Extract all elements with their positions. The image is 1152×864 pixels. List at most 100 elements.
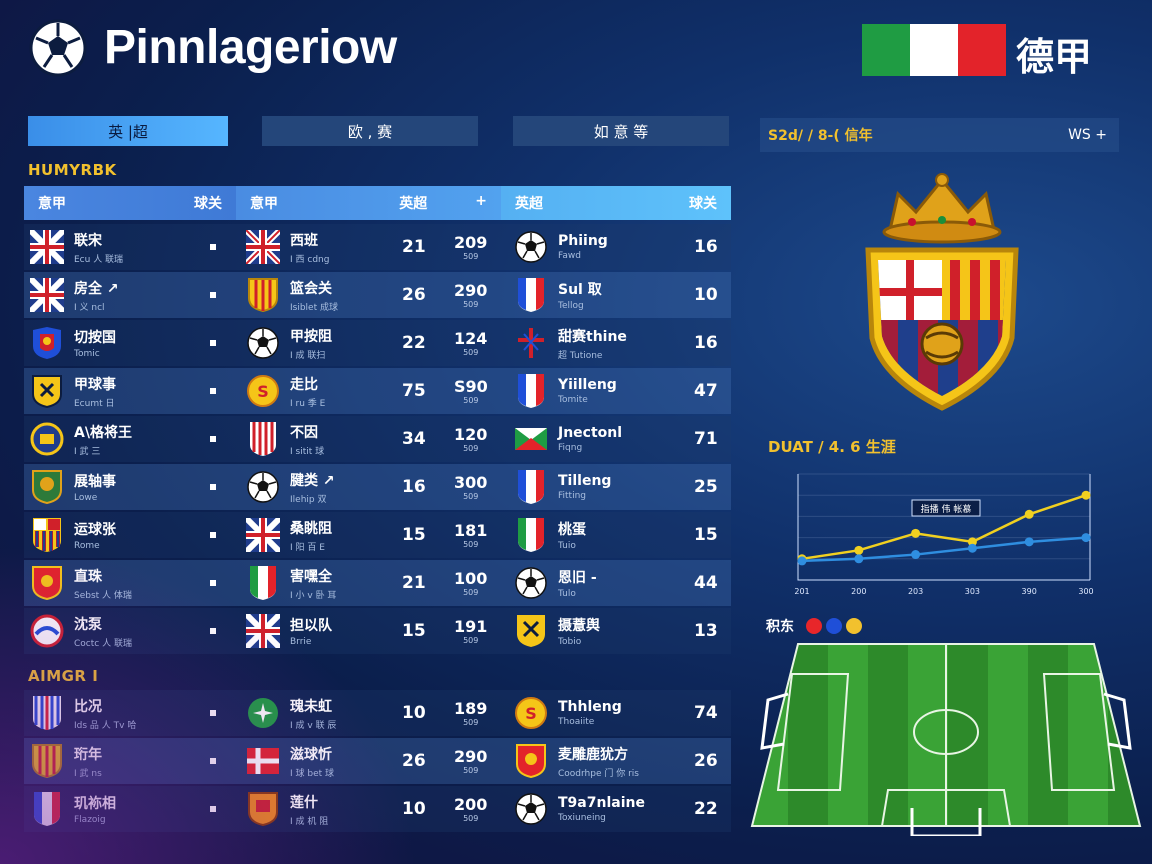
table-row[interactable]: 运球张 Rome 桑眺阻 I 阳 百 E 15 181 509 桃蛋 Tuio 15 — [24, 512, 731, 558]
svg-text:S: S — [525, 704, 537, 723]
team-name[interactable]: 切按国 — [74, 330, 116, 346]
score-value: 21 — [402, 237, 426, 257]
team-sub: I 成 v 联 辰 — [290, 720, 337, 731]
team-name[interactable]: 不因 — [290, 424, 318, 441]
team-name[interactable]: 甲按阻 — [290, 328, 332, 345]
team-name[interactable]: Jnectonl — [558, 425, 623, 441]
stat-sub: 509 — [463, 814, 479, 823]
table-row[interactable]: 展轴事 Lowe 腱类 ↗ Ilehip 双 16 300 509 Tilleng Fittin… — [24, 464, 731, 510]
table-row[interactable]: 联宋 Ecu 人 联瑞 西班 I 西 cdng 21 209 509 Phiing Fawd 16 — [24, 224, 731, 270]
tab-3[interactable]: 如 意 等 — [513, 116, 729, 146]
team-name[interactable]: 麦雕鹿犹方 — [558, 746, 628, 763]
row-marker — [210, 292, 216, 298]
team-name[interactable]: 比况 — [74, 698, 102, 715]
team-name[interactable]: Thhleng — [558, 699, 622, 715]
th-add-icon[interactable]: + — [475, 193, 487, 209]
score-value: 71 — [694, 429, 718, 449]
team-sub: Sebst 人 体瑞 — [74, 590, 132, 601]
table-row[interactable]: 玑袮相 Flazoig 莲什 I 成 机 阻 10 200 509 T9a7nlaine Tox… — [24, 786, 731, 832]
stat-sub: 509 — [463, 766, 479, 775]
team-name[interactable]: Sul 取 — [558, 282, 602, 298]
x-tick-label: 390 — [1022, 587, 1037, 596]
team-name[interactable]: 展轴事 — [74, 474, 116, 490]
table-row[interactable]: 沈泵 Coctc 人 联瑞 担以队 Brrie 15 191 509 摄薏舆 Tobio 13 — [24, 608, 731, 654]
series-point[interactable] — [1024, 537, 1034, 547]
table-row[interactable]: 甲球事 Ecumt 日 S 走比 I ru 季 E 75 S90 509 Yiilleng Tom… — [24, 368, 731, 414]
team-name[interactable]: Tilleng — [558, 473, 612, 489]
team-name[interactable]: 甲球事 — [74, 376, 116, 393]
x-tick-label: 203 — [908, 587, 923, 596]
team-name[interactable]: T9a7nlaine — [558, 795, 645, 811]
series-point[interactable] — [1024, 509, 1034, 519]
table-row[interactable]: A\格将王 I 武 三 不因 I sitit 球 34 120 509 Jnectonl Fiq… — [24, 416, 731, 462]
team-name[interactable]: 莲什 — [290, 794, 318, 811]
team-name[interactable]: 瑰未虹 — [290, 698, 332, 715]
series-point[interactable] — [911, 550, 921, 560]
team-name[interactable]: Phiing — [558, 233, 608, 249]
score-value: 26 — [402, 751, 426, 771]
right-panel-action[interactable]: WS + — [1068, 127, 1107, 143]
stat-value: 290 — [454, 281, 488, 300]
score-value: 75 — [402, 381, 426, 401]
row-marker — [210, 580, 216, 586]
score-value: 34 — [402, 429, 426, 449]
table-row[interactable]: 房全 ↗ I 义 ncl 篮会关 Isiblet 成球 26 290 509 Sul 取 Tel… — [24, 272, 731, 318]
team-name[interactable]: 恩旧 - — [558, 570, 597, 586]
stat-value: 200 — [454, 795, 488, 814]
table-row[interactable]: 比况 Ids 品 人 Tv 哈 瑰未虹 I 成 v 联 辰 10 189 509 S Thhle… — [24, 690, 731, 736]
stat-cell: 120 509 — [454, 416, 487, 462]
team-name[interactable]: 腱类 ↗ — [290, 472, 335, 489]
th-c-right[interactable]: 球关 — [689, 196, 717, 212]
team-name[interactable]: 甜赛thine — [558, 328, 627, 345]
team-crest-icon — [246, 696, 280, 730]
th-c-left[interactable]: 英超 — [515, 196, 543, 212]
th-a-right[interactable]: 球关 — [194, 196, 222, 212]
right-panel-bar[interactable]: S2d/ / 8-( 信年 WS + — [760, 118, 1119, 152]
tab-2[interactable]: 欧 , 赛 — [262, 116, 478, 146]
team-name[interactable]: 运球张 — [74, 522, 116, 538]
team-name[interactable]: 房全 ↗ — [74, 280, 119, 297]
section-label-top: HUMYRBK — [28, 161, 117, 179]
stat-cell: 189 509 — [454, 690, 487, 736]
team-name[interactable]: 担以队 — [290, 618, 332, 634]
series-point[interactable] — [967, 543, 977, 553]
series-point[interactable] — [911, 528, 921, 538]
team-name[interactable]: 桃蛋 — [558, 522, 586, 538]
team-sub: Lowe — [74, 493, 98, 503]
team-name[interactable]: 沈泵 — [74, 616, 102, 633]
team-name[interactable]: 珩年 — [74, 746, 102, 763]
stat-sub: 509 — [463, 300, 479, 309]
team-sub: Tomite — [558, 395, 588, 405]
stat-cell: 300 509 — [454, 464, 487, 510]
team-name[interactable]: 桑眺阻 — [290, 520, 332, 537]
series-point[interactable] — [854, 554, 864, 564]
th-b-right[interactable]: 英超 — [399, 196, 428, 212]
th-b-left[interactable]: 意甲 — [250, 196, 278, 212]
team-crest-icon — [246, 230, 280, 264]
team-name[interactable]: Yiilleng — [558, 377, 617, 393]
team-name[interactable]: 联宋 — [74, 232, 102, 249]
th-a-left[interactable]: 意甲 — [38, 196, 66, 212]
team-name[interactable]: A\格将王 — [74, 424, 132, 441]
series-point[interactable] — [797, 556, 807, 566]
series-point[interactable] — [1081, 490, 1091, 500]
team-name[interactable]: 直珠 — [74, 568, 102, 585]
series-point[interactable] — [1081, 533, 1091, 543]
table-row[interactable]: 珩年 I 武 ns 滋球忻 I 球 bet 球 26 290 509 麦雕鹿犹方 Coodrhp… — [24, 738, 731, 784]
team-name[interactable]: 走比 — [290, 376, 318, 393]
team-crest-icon — [514, 566, 548, 600]
football-pitch-icon — [750, 643, 1142, 836]
tab-1[interactable]: 英 |超 — [28, 116, 228, 146]
team-sub: I 武 ns — [74, 768, 102, 779]
table-row[interactable]: 切按国 Tomic 甲按阻 I 成 联扫 22 124 509 甜赛thine 超 Tution… — [24, 320, 731, 366]
team-name[interactable]: 摄薏舆 — [558, 618, 600, 634]
stat-cell: 100 509 — [454, 560, 487, 606]
team-name[interactable]: 滋球忻 — [290, 746, 332, 763]
team-name[interactable]: 玑袮相 — [74, 796, 116, 812]
team-name[interactable]: 西班 — [290, 232, 318, 249]
team-name[interactable]: 篮会关 — [290, 280, 332, 297]
series-point[interactable] — [854, 545, 864, 555]
series-point[interactable] — [967, 537, 977, 547]
table-row[interactable]: 直珠 Sebst 人 体瑞 害嘿全 I 小 v 卧 耳 21 100 509 恩旧 - Tulo… — [24, 560, 731, 606]
team-name[interactable]: 害嘿全 — [290, 568, 332, 585]
